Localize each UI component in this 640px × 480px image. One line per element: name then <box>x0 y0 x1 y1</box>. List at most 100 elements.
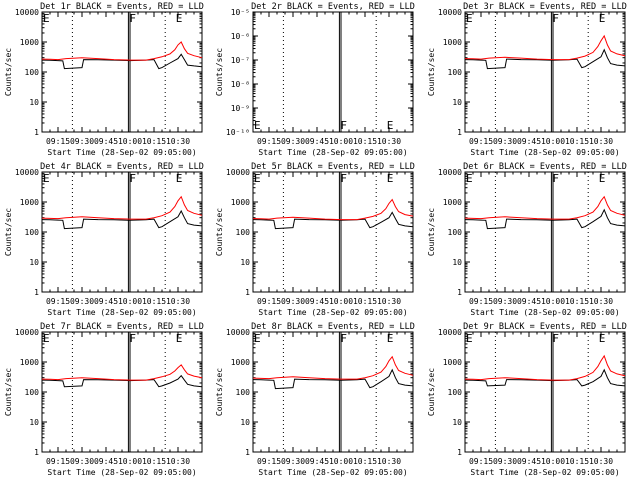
x-axis-label: Start Time (28-Sep-02 09:05:00) <box>47 148 196 157</box>
y-axis-label: Counts/sec <box>4 208 13 256</box>
y-tick-label: 100 <box>448 388 463 397</box>
x-axis-label: Start Time (28-Sep-02 09:05:00) <box>258 308 407 317</box>
y-tick-label: 10 <box>240 258 250 267</box>
y-axis-label: Counts/sec <box>427 208 436 256</box>
marker-f: F <box>340 119 347 132</box>
y-tick-label: 10⁻⁹ <box>231 104 250 113</box>
x-tick-label: 09:30 <box>281 297 305 306</box>
y-tick-label: 1000 <box>20 198 39 207</box>
marker-e: E <box>599 12 606 25</box>
plot-frame <box>464 331 626 453</box>
y-tick-label: 1000 <box>20 358 39 367</box>
panel-title: Det 5r BLACK = Events, RED = LLD <box>251 162 415 172</box>
y-tick-label: 10 <box>29 258 39 267</box>
x-axis-label: Start Time (28-Sep-02 09:05:00) <box>470 148 619 157</box>
y-tick-label: 100 <box>236 388 251 397</box>
marker-e: E <box>466 12 473 25</box>
x-tick-label: 09:45 <box>94 137 118 146</box>
y-tick-label: 1000 <box>443 358 462 367</box>
x-tick-label: 10:15 <box>353 297 377 306</box>
x-tick-label: 09:15 <box>46 137 70 146</box>
x-tick-label: 10:30 <box>589 137 613 146</box>
y-tick-label: 10 <box>29 418 39 427</box>
marker-e: E <box>254 332 261 345</box>
x-tick-label: 10:15 <box>142 137 166 146</box>
x-tick-label: 10:30 <box>166 137 190 146</box>
series-events-line <box>41 374 203 388</box>
panel-det-7: Det 7r BLACK = Events, RED = LLD 1 10 100 10… <box>4 322 204 477</box>
panel-det-6: Det 6r BLACK = Events, RED = LLD 1 10 100 10… <box>427 162 627 317</box>
marker-f: F <box>552 172 559 185</box>
marker-e: E <box>599 332 606 345</box>
panel-title: Det 1r BLACK = Events, RED = LLD <box>40 2 204 12</box>
marker-e: E <box>176 172 183 185</box>
panel-title: Det 3r BLACK = Events, RED = LLD <box>463 2 627 12</box>
marker-e: E <box>387 332 394 345</box>
x-tick-label: 09:15 <box>257 457 281 466</box>
x-tick-label: 09:45 <box>305 297 329 306</box>
y-tick-label: 10 <box>29 98 39 107</box>
y-axis-label: Counts/sec <box>427 368 436 416</box>
series-events-line <box>252 211 414 230</box>
y-axis-label: Counts/sec <box>4 48 13 96</box>
marker-e: E <box>599 172 606 185</box>
x-axis-label: Start Time (28-Sep-02 09:05:00) <box>470 308 619 317</box>
series-lld-line <box>41 364 203 381</box>
panel-title: Det 2r BLACK = Events, RED = LLD <box>251 2 415 12</box>
y-tick-label: 100 <box>25 388 40 397</box>
panel-title: Det 9r BLACK = Events, RED = LLD <box>463 322 627 332</box>
marker-f: F <box>552 12 559 25</box>
y-tick-label: 1000 <box>231 198 250 207</box>
series-events-line <box>252 368 414 390</box>
y-tick-label: 10000 <box>438 328 462 337</box>
y-tick-label: 1000 <box>20 38 39 47</box>
x-tick-label: 10:30 <box>589 297 613 306</box>
y-tick-label: 100 <box>236 228 251 237</box>
y-tick-label: 1000 <box>443 38 462 47</box>
series-lld-line <box>41 41 203 61</box>
y-tick-label: 10 <box>240 418 250 427</box>
y-tick-label: 1000 <box>231 358 250 367</box>
x-tick-label: 10:30 <box>377 457 401 466</box>
x-tick-label: 09:45 <box>305 457 329 466</box>
y-tick-label: 1 <box>457 288 462 297</box>
x-tick-label: 10:15 <box>353 457 377 466</box>
x-tick-label: 09:15 <box>469 137 493 146</box>
y-axis-label: Counts/sec <box>215 208 224 256</box>
marker-f: F <box>552 332 559 345</box>
x-tick-label: 10:00 <box>329 457 353 466</box>
y-tick-label: 10⁻⁶ <box>231 32 250 41</box>
y-tick-label: 100 <box>448 68 463 77</box>
marker-e: E <box>254 172 261 185</box>
panel-title: Det 8r BLACK = Events, RED = LLD <box>251 322 415 332</box>
y-tick-label: 100 <box>25 68 40 77</box>
x-tick-label: 09:45 <box>517 457 541 466</box>
panel-det-5: Det 5r BLACK = Events, RED = LLD 1 10 100 10… <box>215 162 415 317</box>
y-tick-label: 1 <box>34 128 39 137</box>
plot-frame <box>41 171 203 293</box>
marker-f: F <box>129 12 136 25</box>
marker-e: E <box>387 119 394 132</box>
x-tick-label: 09:15 <box>46 297 70 306</box>
panel-det-8: Det 8r BLACK = Events, RED = LLD 1 10 100 10… <box>215 322 415 477</box>
y-tick-label: 10000 <box>15 328 39 337</box>
y-tick-label: 10000 <box>226 328 250 337</box>
x-tick-label: 09:30 <box>70 137 94 146</box>
x-axis-label: Start Time (28-Sep-02 09:05:00) <box>470 468 619 477</box>
x-tick-label: 10:30 <box>166 297 190 306</box>
y-tick-label: 10⁻⁵ <box>231 8 250 17</box>
x-tick-label: 09:45 <box>517 137 541 146</box>
series-events-line <box>41 209 203 230</box>
x-tick-label: 09:15 <box>257 137 281 146</box>
x-tick-label: 09:45 <box>94 297 118 306</box>
y-tick-label: 10 <box>452 258 462 267</box>
y-tick-label: 10⁻⁷ <box>231 56 250 65</box>
x-tick-label: 09:30 <box>70 297 94 306</box>
plot-frame <box>41 331 203 453</box>
series-lld-line <box>464 34 626 61</box>
panel-title: Det 6r BLACK = Events, RED = LLD <box>463 162 627 172</box>
x-tick-label: 09:30 <box>281 137 305 146</box>
x-tick-label: 10:15 <box>565 137 589 146</box>
x-tick-label: 10:00 <box>118 457 142 466</box>
y-tick-label: 1 <box>457 448 462 457</box>
